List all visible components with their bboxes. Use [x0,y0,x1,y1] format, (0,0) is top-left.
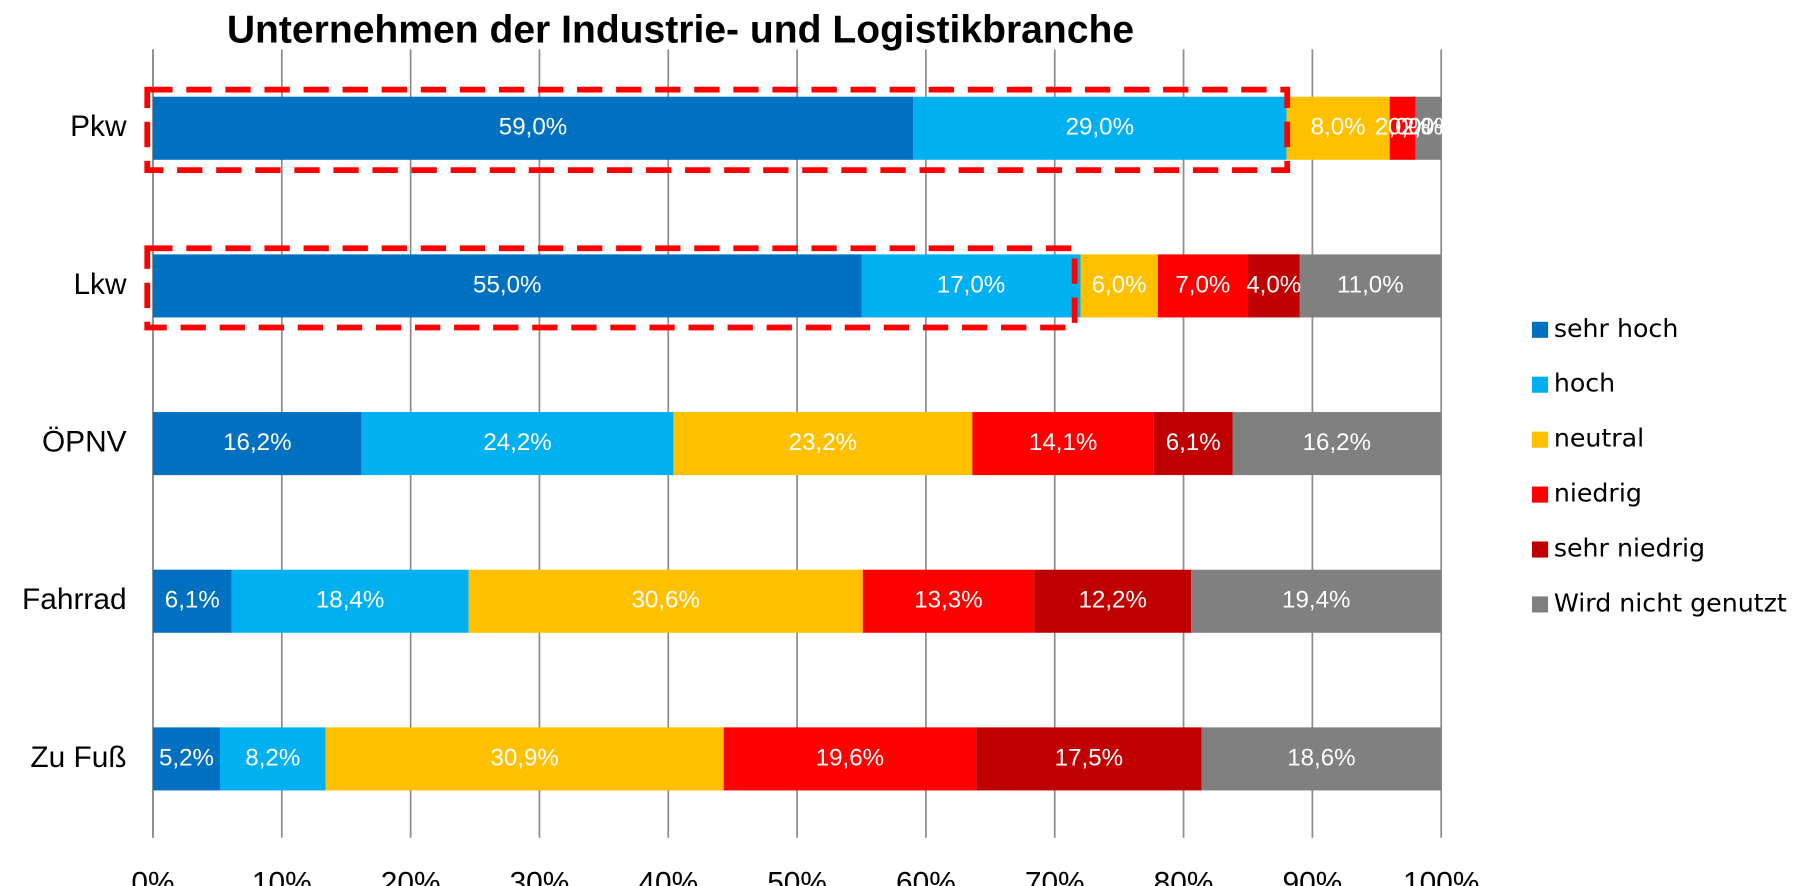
data-label: 14,1% [1029,429,1097,456]
data-label: 55,0% [473,271,541,298]
bar-segment [152,254,862,318]
data-label: 8,2% [245,744,300,771]
bar-segment [152,569,232,633]
x-tick-label: 90% [1282,867,1342,886]
bar-segment [1286,96,1390,160]
x-tick-label: 60% [896,867,956,886]
bar-segment [673,412,973,476]
bar-segment [152,412,362,476]
bar-segment [468,569,863,633]
legend-swatch [1531,376,1549,393]
x-tick-label: 0% [131,867,174,886]
x-tick-label: 80% [1154,867,1214,886]
bar-segment [231,569,469,633]
data-label: 23,2% [789,429,857,456]
y-tick-label: Lkw [73,268,127,301]
bar-segment [861,254,1081,318]
bar-segment [723,727,977,791]
legend-label: neutral [1554,424,1644,453]
data-label: 17,0% [937,271,1005,298]
data-label: 19,6% [816,744,884,771]
data-label: 16,2% [223,429,291,456]
data-label: 2,0% [1375,114,1430,141]
y-tick-label: Zu Fuß [30,741,126,774]
legend-label: Wird nicht genutzt [1554,588,1787,617]
data-label: 12,2% [1079,587,1147,614]
bar-segment [1153,412,1233,476]
x-tick-label: 70% [1025,867,1085,886]
y-tick-label: ÖPNV [42,425,127,458]
highlight-box [144,86,1291,173]
x-tick-label: 50% [767,867,827,886]
highlight-box [144,245,1078,331]
data-label: 59,0% [499,114,567,141]
bar-segment [1191,569,1442,633]
data-label: 5,2% [159,744,214,771]
bar-segment [976,727,1202,791]
legend-swatch [1531,321,1549,338]
legend-swatch [1531,541,1549,558]
x-tick-label: 40% [638,867,698,886]
bar-segment [152,96,914,160]
legend-swatch [1531,431,1549,448]
data-label: 0,0% [1388,114,1443,141]
legend-label: sehr niedrig [1554,534,1705,563]
bar-segment [1157,254,1248,318]
data-label: 18,4% [316,587,384,614]
data-label: 17,5% [1055,744,1123,771]
bar-segment [152,727,220,791]
data-label: 6,1% [1166,429,1221,456]
data-label: 30,9% [490,744,558,771]
bar-segment [1232,412,1442,476]
legend-label: niedrig [1554,479,1642,508]
legend-swatch [1531,596,1549,613]
bar-segment [1389,96,1416,160]
data-label: 6,0% [1092,271,1147,298]
y-tick-label: Pkw [70,110,127,143]
data-label: 30,6% [631,587,699,614]
data-label: 11,0% [1337,271,1404,298]
data-label: 18,6% [1287,744,1355,771]
legend-label: hoch [1554,369,1615,398]
data-label: 7,0% [1175,271,1230,298]
data-label: 19,4% [1282,587,1350,614]
bar-segment [1299,254,1442,318]
bar-segment [1247,254,1300,318]
data-label: 8,0% [1311,114,1366,141]
bar-segment [1080,254,1158,318]
bar-segment [862,569,1035,633]
bar-segment [913,96,1287,160]
x-tick-label: 10% [252,867,312,886]
x-tick-label: 30% [510,867,570,886]
data-label: 2,0% [1401,114,1456,141]
data-label: 24,2% [483,429,551,456]
data-label: 13,3% [914,587,982,614]
data-label: 6,1% [165,587,220,614]
bar-segment [1034,569,1192,633]
bar-segment [325,727,724,791]
legend-label: sehr hoch [1554,314,1679,343]
bar-segment [1201,727,1442,791]
bar-segment [972,412,1154,476]
data-label: 4,0% [1246,271,1301,298]
data-label: 16,2% [1303,429,1371,456]
data-label: 29,0% [1066,114,1134,141]
bar-segment [219,727,326,791]
x-tick-label: 20% [381,867,441,886]
y-tick-label: Fahrrad [22,583,127,616]
bar-segment [1415,96,1442,160]
bar-segment [361,412,674,476]
chart-title: Unternehmen der Industrie- und Logistikb… [227,9,1134,52]
legend-swatch [1531,486,1549,503]
x-tick-label: 100% [1403,867,1479,886]
